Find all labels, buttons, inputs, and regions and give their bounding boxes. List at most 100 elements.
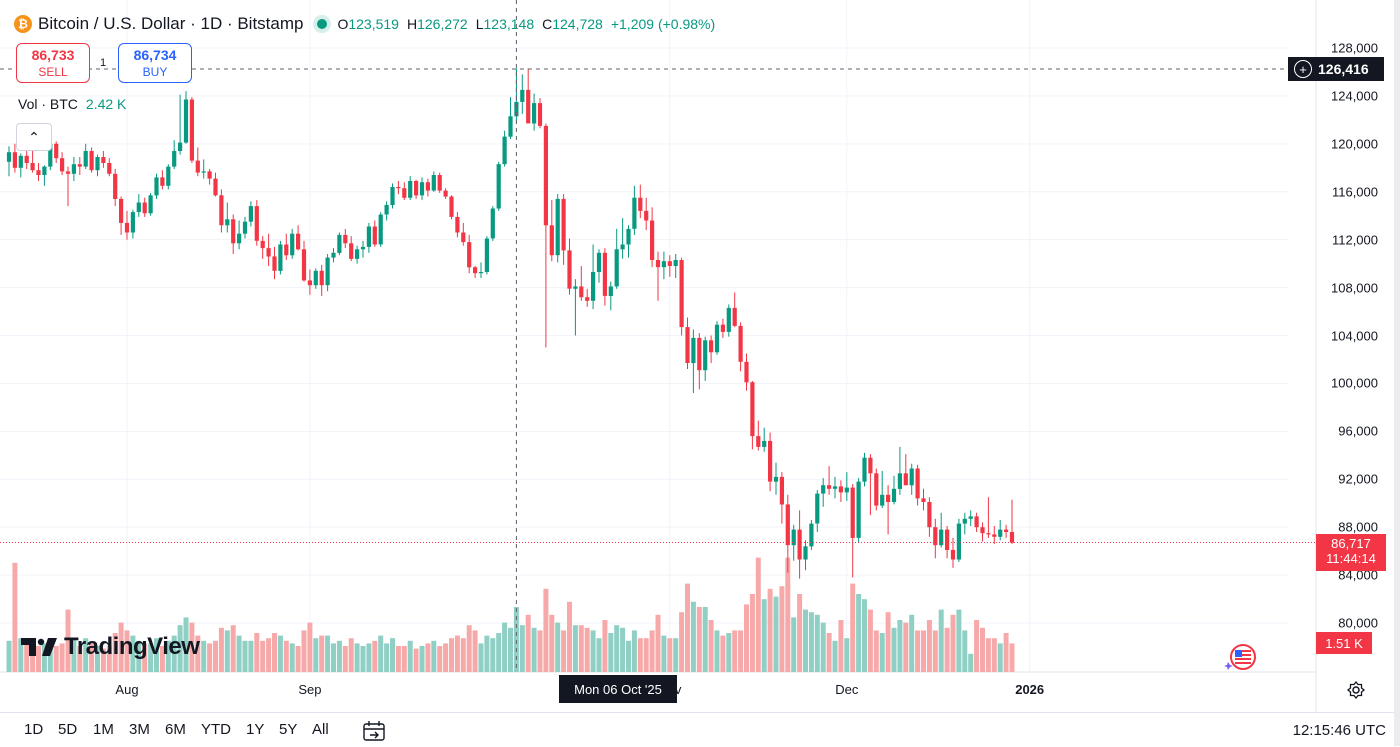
volume-bar [696,607,702,672]
volume-bar [926,620,932,672]
volume-bar [124,630,130,672]
volume-bar [803,609,808,672]
volume-bar [962,630,968,672]
candle-body [933,527,938,546]
volume-bar [637,638,643,672]
candle-body [95,157,100,171]
range-1y-button[interactable]: 1Y [246,721,265,738]
volume-bar [384,643,390,672]
volume-bar [407,640,413,672]
candle-body [768,440,773,482]
candle-body [455,216,460,233]
volume-bar [525,614,531,672]
buy-button[interactable]: 86,734 BUY [118,43,192,83]
plus-circle-icon[interactable]: + [1294,60,1312,78]
volume-bar [230,625,236,672]
candle-body [12,152,17,168]
range-5d-button[interactable]: 5D [58,721,78,738]
volume-bar [891,627,897,672]
candle-body [596,252,602,272]
candle-body [248,206,253,222]
range-3m-button[interactable]: 3M [129,721,150,738]
candle-body [431,175,436,191]
tradingview-logo-icon [21,638,57,656]
volume-bar [791,617,797,672]
candle-body [1004,529,1009,532]
volume-bar [567,601,572,672]
range-all-button[interactable]: All [312,721,329,738]
volume-label: Vol · BTC [18,96,78,112]
volume-bar [53,646,59,672]
candle-body [301,249,307,281]
gear-icon[interactable] [1346,680,1366,700]
volume-bar [331,643,336,672]
range-ytd-button[interactable]: YTD [201,721,231,738]
bar-countdown: 11:44:14 [1326,551,1376,566]
volume-bar [395,646,401,672]
candle-body [939,529,944,546]
volume-bar [183,617,189,672]
candle-body [1009,532,1015,543]
range-6m-button[interactable]: 6M [165,721,186,738]
candle-body [709,340,714,353]
collapse-legend-button[interactable]: ⌃ [16,123,52,151]
candle-body [313,270,318,286]
candle-body [166,166,171,186]
range-1d-button[interactable]: 1D [24,721,44,738]
candle-body [18,155,23,168]
candle-body [183,99,189,143]
volume-bar [991,638,997,672]
candle-body [620,244,625,250]
candle-body [502,136,507,165]
candle-body [880,494,885,506]
candle-body [608,286,613,296]
volume-bar [708,620,714,672]
volume-bar [643,638,649,672]
volume-legend[interactable]: Vol · BTC 2.42 K [18,96,126,112]
volume-bar [850,583,856,672]
price-tick-label: 128,000 [1331,40,1378,56]
price-tick-label: 88,000 [1338,519,1378,535]
range-1m-button[interactable]: 1M [93,721,114,738]
volume-bar [838,620,844,672]
candle-body [579,286,584,298]
candle-body [921,498,926,502]
volume-bar [543,588,549,672]
grid [0,0,1317,712]
sell-button[interactable]: 86,733 SELL [16,43,90,83]
volume-bar [555,622,561,672]
candle-body [685,327,690,363]
volume-bar [307,622,313,672]
candle-body [803,546,808,560]
candle-body [319,270,324,286]
candle-body [720,324,725,332]
volume-bar [6,640,12,672]
symbol-title[interactable]: Bitcoin / U.S. Dollar · 1D · Bitstamp [38,14,304,33]
us-flag-icon[interactable] [1224,642,1258,672]
volume-bar [224,630,230,672]
volume-bar [213,640,218,672]
candle-body [160,177,165,186]
candle-body [71,164,76,174]
date-range-icon[interactable] [362,720,386,742]
volume-bar [454,635,460,672]
volume-bar [142,643,148,672]
utc-clock[interactable]: 12:15:46 UTC [1292,722,1386,739]
volume-bar [207,643,213,672]
price-tick-label: 92,000 [1338,471,1378,487]
candle-body [514,101,519,117]
volume-bar [502,622,508,672]
candle-body [903,473,908,486]
candles [6,68,1015,579]
candle-body [89,151,94,171]
range-5y-button[interactable]: 5Y [279,721,298,738]
volume-bar [732,630,738,672]
volume-bar [519,625,525,672]
volume-bar [460,638,466,672]
volume-bar [773,596,779,672]
candle-body [650,220,655,260]
candle-body [585,297,590,301]
volume-bar [572,625,578,672]
crosshair-date-label: Mon 06 Oct '25 [559,675,677,703]
